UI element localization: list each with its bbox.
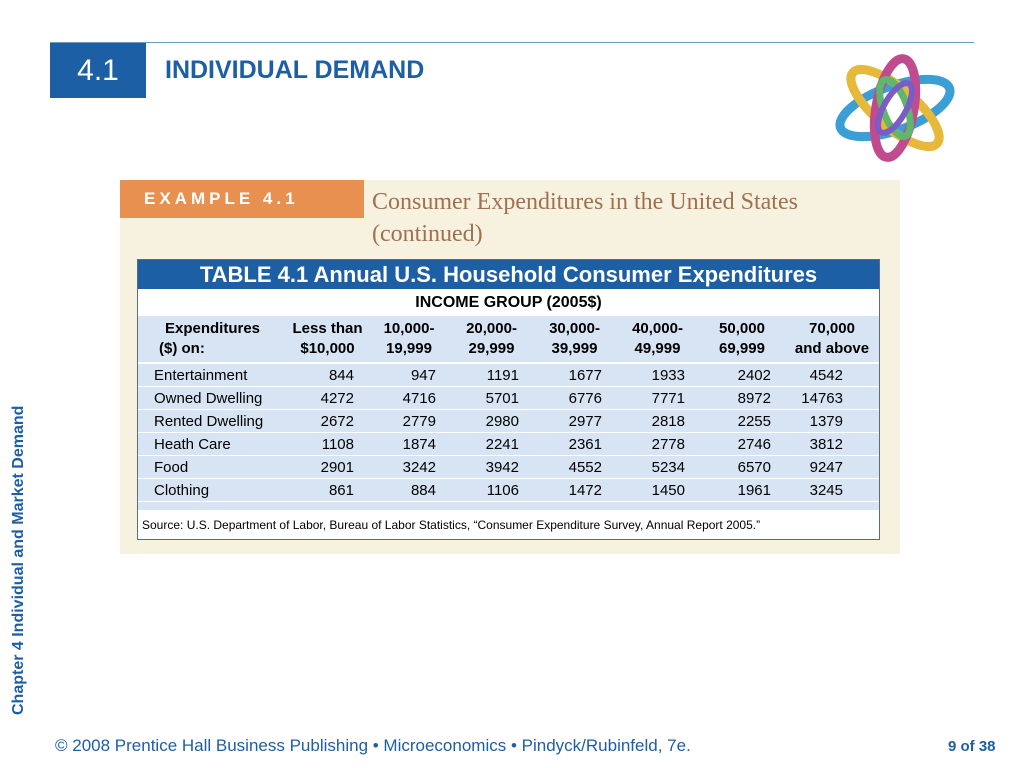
column-header: 50,000 69,999: [719, 320, 765, 357]
rings-logo-icon: [835, 54, 955, 162]
column-header-row: Expenditures ($) on: Less than $10,000 10,…: [138, 316, 879, 363]
table-cell: 1450: [616, 478, 699, 502]
table-cell: 2672: [287, 409, 368, 433]
table-cell: 1961: [699, 478, 785, 502]
table-cell: 6570: [699, 455, 785, 479]
column-header: Less than $10,000: [292, 320, 363, 357]
table-cell: 2361: [533, 432, 616, 456]
table-cell: 5234: [616, 455, 699, 479]
table-cell: 2901: [287, 455, 368, 479]
column-header: 10,000- 19,999: [383, 320, 435, 357]
table-cell: 9247: [785, 455, 879, 479]
row-label: Heath Care: [138, 432, 287, 456]
table-spacer: [138, 502, 879, 510]
table-source-note: Source: U.S. Department of Labor, Bureau…: [138, 510, 879, 539]
column-header: 70,000 and above: [794, 320, 870, 357]
column-header: 40,000- 49,999: [632, 320, 683, 357]
table-cell: 2980: [450, 409, 533, 433]
table-row: Heath Care 1108 1874 2241 2361 2778 2746…: [138, 432, 879, 456]
example-tab: EXAMPLE 4.1: [120, 180, 364, 218]
table-cell: 1108: [287, 432, 368, 456]
table-row: Food 2901 3242 3942 4552 5234 6570 9247: [138, 455, 879, 479]
table-cell: 14763: [785, 386, 879, 410]
row-label: Owned Dwelling: [138, 386, 287, 410]
footer-copyright: © 2008 Prentice Hall Business Publishing…: [55, 736, 691, 755]
table-cell: 3942: [450, 455, 533, 479]
table-row: Rented Dwelling 2672 2779 2980 2977 2818…: [138, 409, 879, 433]
table-cell: 1472: [533, 478, 616, 502]
table-cell: 947: [368, 363, 450, 387]
table-row: Entertainment 844 947 1191 1677 1933 240…: [138, 363, 879, 387]
table-cell: 2779: [368, 409, 450, 433]
expenditures-table: TABLE 4.1 Annual U.S. Household Consumer…: [137, 259, 880, 540]
table-cell: 4542: [785, 363, 879, 387]
table-row: Owned Dwelling 4272 4716 5701 6776 7771 …: [138, 386, 879, 410]
table-cell: 1379: [785, 409, 879, 433]
table-cell: 3242: [368, 455, 450, 479]
table-cell: 1677: [533, 363, 616, 387]
table-cell: 6776: [533, 386, 616, 410]
table-title: TABLE 4.1 Annual U.S. Household Consumer…: [138, 260, 879, 289]
table-cell: 1933: [616, 363, 699, 387]
table-cell: 1106: [450, 478, 533, 502]
table-cell: 4272: [287, 386, 368, 410]
example-heading: Consumer Expenditures in the United Stat…: [372, 189, 798, 247]
table-cell: 861: [287, 478, 368, 502]
table-cell: 5701: [450, 386, 533, 410]
slide-title: INDIVIDUAL DEMAND: [165, 56, 425, 84]
table-cell: 4716: [368, 386, 450, 410]
table-cell: 1874: [368, 432, 450, 456]
table-cell: 3812: [785, 432, 879, 456]
table-cell: 2818: [616, 409, 699, 433]
column-header: 30,000- 39,999: [549, 320, 600, 357]
row-label: Clothing: [138, 478, 287, 502]
header-rule: [50, 42, 974, 43]
table-cell: 4552: [533, 455, 616, 479]
row-label: Rented Dwelling: [138, 409, 287, 433]
row-label: Food: [138, 455, 287, 479]
table-cell: 2241: [450, 432, 533, 456]
table-cell: 2746: [699, 432, 785, 456]
page-number: 9 of 38: [948, 738, 996, 755]
table-cell: 2402: [699, 363, 785, 387]
row-label: Entertainment: [138, 363, 287, 387]
data-table: Expenditures ($) on: Less than $10,000 10,…: [138, 316, 879, 502]
chapter-label: Chapter 4 Individual and Market Demand: [10, 405, 27, 715]
income-group-header: INCOME GROUP (2005$): [138, 289, 879, 316]
table-cell: 8972: [699, 386, 785, 410]
table-cell: 3245: [785, 478, 879, 502]
section-number: 4.1: [50, 43, 146, 98]
table-cell: 884: [368, 478, 450, 502]
table-cell: 2255: [699, 409, 785, 433]
table-cell: 2977: [533, 409, 616, 433]
table-cell: 7771: [616, 386, 699, 410]
table-cell: 2778: [616, 432, 699, 456]
column-header: 20,000- 29,999: [466, 320, 517, 357]
column-header: Expenditures ($) on:: [159, 320, 261, 357]
table-cell: 844: [287, 363, 368, 387]
table-cell: 1191: [450, 363, 533, 387]
table-row: Clothing 861 884 1106 1472 1450 1961 324…: [138, 478, 879, 502]
